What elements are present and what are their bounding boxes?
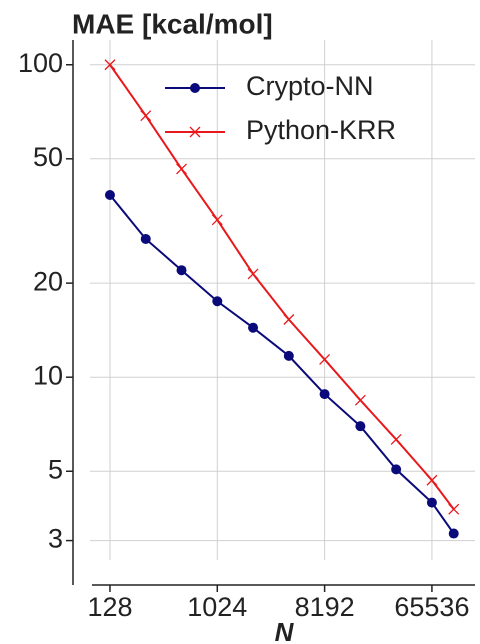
data-point [283,350,294,361]
data-point [354,394,366,406]
legend-label: Crypto-NN [246,71,374,101]
y-tick-label: 10 [33,360,63,390]
data-point [390,434,402,445]
data-point [140,110,152,122]
x-axis-label: N [275,617,295,644]
legend-marker [189,126,201,138]
data-point [212,296,223,307]
y-tick-label: 20 [33,266,63,296]
data-point [176,265,187,276]
data-point [104,189,115,200]
legend-label: Python-KRR [246,115,396,145]
data-point [176,163,187,175]
data-point [355,421,366,432]
data-point [247,268,259,280]
data-point [140,233,151,244]
data-point [426,474,438,486]
y-tick-label: 100 [18,48,63,78]
data-line [109,194,455,535]
data-point [283,314,295,325]
data-point [319,353,331,365]
data-point [426,497,437,508]
y-tick-label: 50 [33,142,63,172]
data-point [391,464,402,475]
x-tick-label: 1024 [187,592,247,622]
data-point [448,503,460,515]
x-tick-label: 128 [87,592,132,622]
data-point [104,59,116,71]
data-point [448,528,459,539]
chart-title: MAE [kcal/mol] [72,8,273,39]
data-point [248,322,259,333]
data-point [211,214,223,226]
y-tick-label: 3 [48,524,63,554]
x-tick-label: 8192 [295,592,355,622]
legend-marker [190,83,200,93]
x-tick-label: 65536 [394,592,469,622]
data-point [319,389,330,400]
y-tick-label: 5 [48,454,63,484]
